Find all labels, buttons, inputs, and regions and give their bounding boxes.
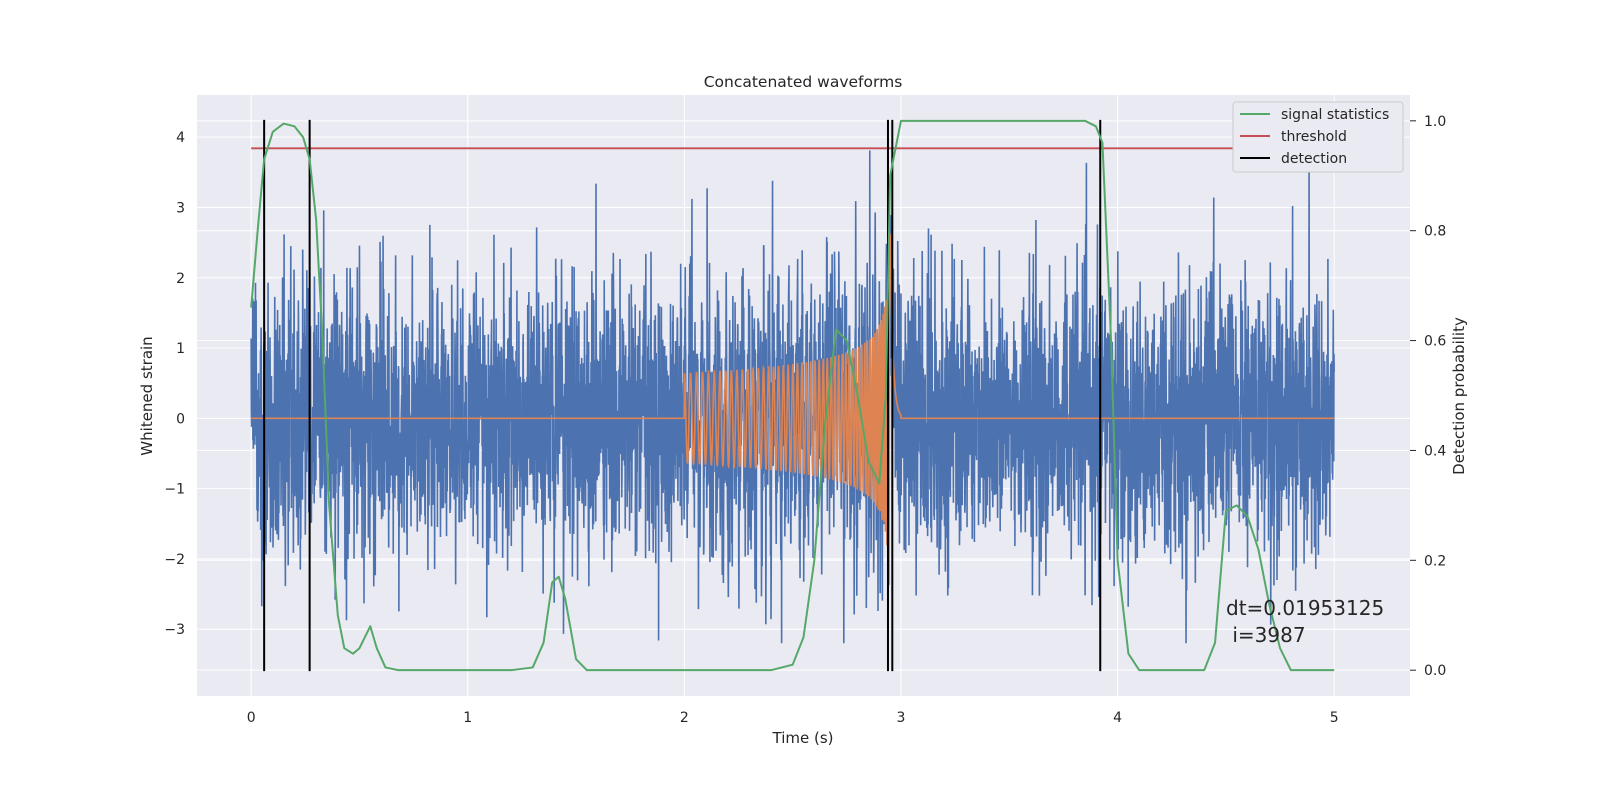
legend-label-statistics: signal statistics: [1281, 107, 1389, 123]
x-tick-label: 4: [1113, 710, 1122, 726]
y-tick-label: −1: [164, 482, 185, 498]
y-right-tick-label: 0.8: [1424, 224, 1446, 240]
x-tick-label: 2: [680, 710, 689, 726]
legend-box: [1232, 101, 1404, 173]
y-tick-label: 0: [176, 411, 185, 427]
y-tick-label: 3: [176, 200, 185, 216]
annotation-index: i=3987: [1226, 623, 1306, 647]
y-right-tick-label: 1.0: [1424, 114, 1446, 130]
legend-label-threshold: threshold: [1281, 129, 1347, 145]
y-right-tick-label: 0.2: [1424, 553, 1446, 569]
signal-series-line: [251, 233, 1335, 586]
x-tick-label: 5: [1330, 710, 1339, 726]
y-axis-right-label: Detection probability: [1450, 317, 1468, 475]
bottom-axis-ticks: 0 1 2 3 4 5: [247, 710, 1339, 726]
left-axis-ticks: −3 −2 −1 0 1 2 3 4: [164, 130, 185, 638]
annotation-dt: dt=0.01953125: [1226, 596, 1384, 620]
statistics-series-line: [250, 119, 1335, 672]
y-tick-label: 2: [176, 271, 185, 287]
y-right-tick-label: 0.6: [1424, 334, 1446, 350]
right-axis-ticks: 0.0 0.2 0.4 0.6 0.8 1.0: [1410, 114, 1446, 679]
y-tick-label: 4: [176, 130, 185, 146]
legend-label-detection: detection: [1281, 151, 1347, 167]
x-tick-label: 3: [897, 710, 906, 726]
y-axis-label: Whitened strain: [138, 336, 156, 455]
plot-layer: [250, 119, 1335, 672]
x-tick-label: 1: [463, 710, 472, 726]
y-right-tick-label: 0.0: [1424, 663, 1446, 679]
y-tick-label: −3: [164, 622, 185, 638]
x-tick-label: 0: [247, 710, 256, 726]
legend: signal statistics threshold detection: [1232, 101, 1404, 173]
x-axis-label: Time (s): [772, 729, 834, 747]
y-tick-label: 1: [176, 341, 185, 357]
chart-title: Concatenated waveforms: [704, 73, 903, 91]
y-tick-label: −2: [164, 552, 185, 568]
y-right-tick-label: 0.4: [1424, 443, 1446, 459]
